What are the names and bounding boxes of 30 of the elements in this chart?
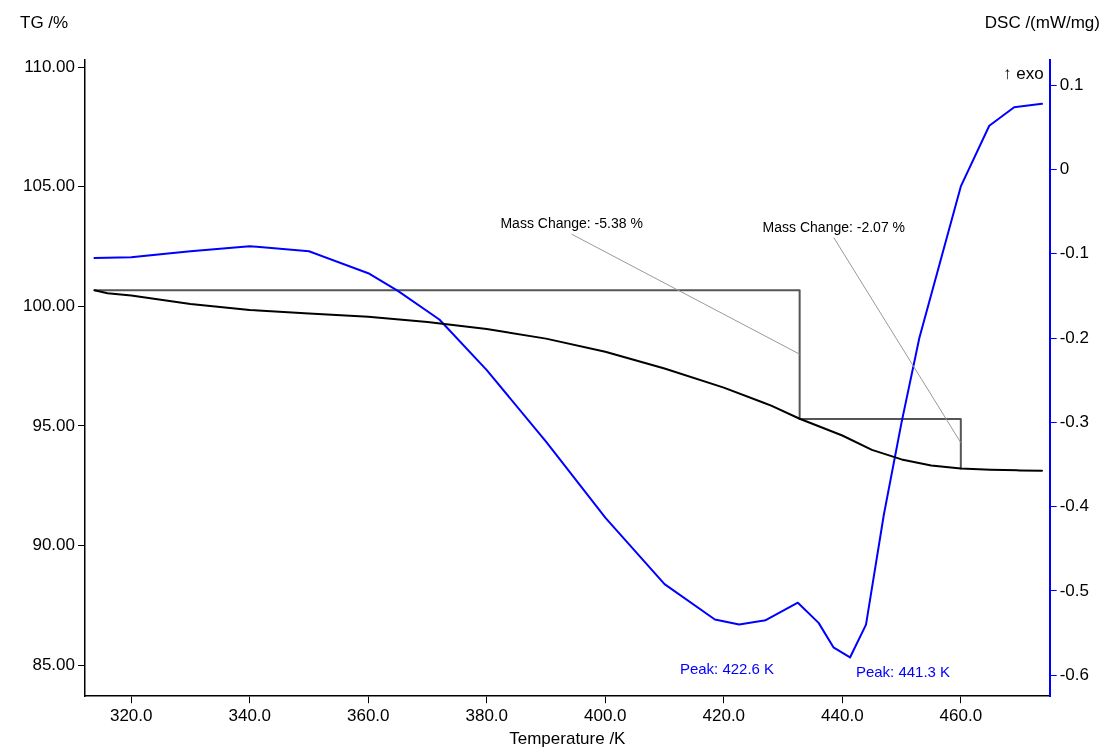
y2-tick-label: -0.4 [1059,496,1089,516]
y2-tick-label: -0.1 [1059,243,1089,263]
x-tick-label: 440.0 [821,706,864,726]
annotation: Peak: 422.6 K [679,660,775,678]
annotation: Mass Change: -2.07 % [762,218,906,235]
y-tick-label: 90.00 [32,535,75,555]
y-tick-label: 85.00 [32,654,75,674]
y2-tick-label: 0 [1059,159,1070,179]
y-tick-label: 100.00 [23,296,75,316]
x-tick-label: 400.0 [584,706,627,726]
x-axis-title: Temperature /K [509,729,627,749]
y-tick-label: 95.00 [32,415,75,435]
x-tick-label: 460.0 [939,706,983,726]
y2-axis-title: DSC /(mW/mg) [984,13,1100,33]
y2-tick-label: 0.1 [1059,74,1084,94]
x-tick-label: 340.0 [228,706,272,726]
annotation: Mass Change: -5.38 % [500,215,643,232]
y2-tick-label: -0.2 [1059,327,1089,347]
y2-tick-label: -0.3 [1059,412,1089,432]
y2-tick-label: -0.6 [1059,664,1089,684]
x-tick-label: 420.0 [702,706,746,726]
x-tick-label: 320.0 [109,706,153,726]
x-tick-label: 360.0 [346,706,390,726]
y-tick-label: 105.00 [23,176,75,196]
y-axis-title: TG /% [20,13,69,33]
y-tick-label: 110.00 [24,56,75,76]
x-tick-label: 380.0 [465,706,509,726]
annotation: ↑ exo [1003,63,1044,83]
y2-tick-label: -0.5 [1059,580,1089,600]
annotation: Peak: 441.3 K [855,663,951,681]
